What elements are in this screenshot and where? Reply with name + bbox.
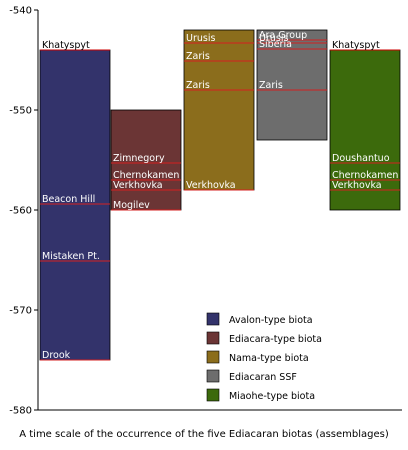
formation-label: Chernokamen [332, 170, 398, 181]
formation-label: Siberia [259, 39, 292, 50]
formation-label: Verkhovka [186, 180, 236, 191]
formation-label: Ara Group [259, 30, 307, 41]
formation-label: Mogilev [113, 200, 150, 211]
legend-swatch [206, 350, 220, 364]
y-tick-label: -540 [9, 6, 32, 17]
legend-label: Miaohe-type biota [229, 391, 315, 402]
legend-swatch [206, 388, 220, 402]
legend-swatch [206, 312, 220, 326]
y-axis: -540 -550 -560 -570 -580 [9, 6, 402, 417]
formation-label: Drook [42, 350, 71, 361]
formation-label: Beacon Hill [42, 194, 95, 205]
y-tick-label: -560 [9, 206, 32, 217]
biota-bar [329, 49, 401, 211]
biota-bar [183, 29, 255, 191]
y-tick-label: -580 [9, 406, 32, 417]
formation-label: Zaris [186, 51, 210, 62]
y-tick-label: -570 [9, 306, 32, 317]
legend-swatch [206, 369, 220, 383]
formation-label: Mistaken Pt. [42, 251, 100, 262]
biota-bars: Khatyspyt Beacon Hill Mistaken Pt. Drook Zim… [39, 29, 401, 361]
y-tick-label: -550 [9, 106, 32, 117]
legend: Avalon-type biota Ediacara-type biota Nama… [206, 312, 322, 402]
formation-label: Urusis [259, 33, 288, 44]
biota-column: Khatyspyt Beacon Hill Mistaken Pt. Drook [39, 40, 111, 361]
formation-label: Urusis [186, 33, 215, 44]
legend-label: Ediacaran SSF [229, 372, 297, 383]
legend-label: Ediacara-type biota [229, 334, 322, 345]
formation-label: Verkhovka [113, 180, 163, 191]
formation-label: Khatyspyt [42, 40, 90, 51]
formation-label: Chernokamen [113, 170, 179, 181]
formation-label: Doushantuo [332, 153, 390, 164]
legend-swatch [206, 331, 220, 345]
legend-label: Avalon-type biota [229, 315, 313, 326]
figure-caption: A time scale of the occurrence of the fi… [19, 429, 389, 440]
formation-label: Verkhovka [332, 180, 382, 191]
biota-bar [256, 29, 328, 141]
biota-bar [39, 49, 111, 361]
biota-bar [110, 109, 182, 211]
formation-label: Zaris [259, 80, 283, 91]
formation-label: Zimnegory [113, 153, 165, 164]
formation-label: Khatyspyt [332, 40, 380, 51]
biota-column: Urusis Zaris Zaris Verkhovka [183, 29, 255, 191]
legend-label: Nama-type biota [229, 353, 309, 364]
formation-label: Zaris [186, 80, 210, 91]
